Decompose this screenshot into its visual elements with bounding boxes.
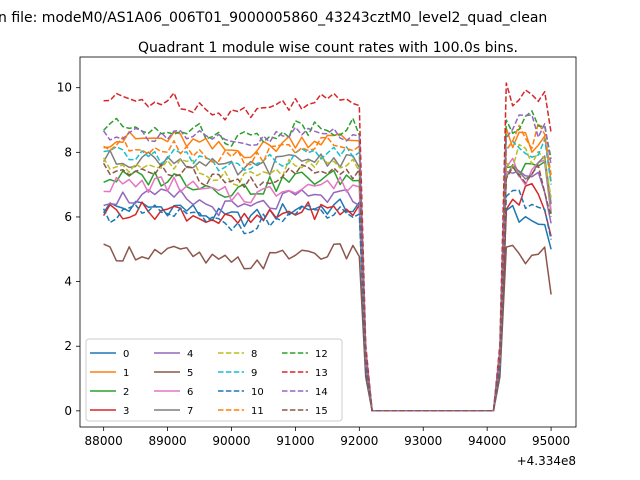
y-tick-label: 4 xyxy=(64,275,72,289)
legend-box xyxy=(85,338,343,422)
legend-label-5: 5 xyxy=(187,368,193,379)
figure-suptitle: n file: modeM0/AS1A06_006T01_9000005860_… xyxy=(0,10,547,26)
series-line-15 xyxy=(102,162,552,412)
series-line-14 xyxy=(102,114,552,412)
legend-label-2: 2 xyxy=(123,387,129,398)
y-tick-label: 6 xyxy=(64,210,72,224)
plot-frame xyxy=(79,56,577,428)
x-tick-label: 88000 xyxy=(85,434,123,448)
series-lines xyxy=(102,82,552,412)
x-tick-label: 92000 xyxy=(340,434,378,448)
x-tick-label: 89000 xyxy=(148,434,186,448)
y-tick-label: 8 xyxy=(64,145,72,159)
y-tick-label: 0 xyxy=(64,404,72,418)
legend-label-11: 11 xyxy=(251,406,264,417)
x-tick-label: 90000 xyxy=(212,434,250,448)
y-tick-label: 2 xyxy=(64,339,72,353)
legend-label-8: 8 xyxy=(251,349,257,360)
x-tick-label: 93000 xyxy=(404,434,442,448)
y-tick-label: 10 xyxy=(57,81,72,95)
chart-title: Quadrant 1 module wise count rates with … xyxy=(138,40,518,56)
legend-label-6: 6 xyxy=(187,387,193,398)
series-line-10 xyxy=(102,189,552,412)
legend-label-3: 3 xyxy=(123,406,129,417)
x-tick-label: 91000 xyxy=(276,434,314,448)
legend-label-7: 7 xyxy=(187,406,193,417)
legend-label-1: 1 xyxy=(123,368,129,379)
legend-label-9: 9 xyxy=(251,368,257,379)
legend-label-0: 0 xyxy=(123,349,129,360)
legend-label-4: 4 xyxy=(187,349,193,360)
x-tick-label: 94000 xyxy=(468,434,506,448)
legend-label-10: 10 xyxy=(251,387,264,398)
axes: 88000 89000 90000 91000 92000 93000 94000 95000… xyxy=(57,56,577,448)
legend-label-15: 15 xyxy=(315,406,328,417)
x-offset-label: +4.334e8 xyxy=(517,454,576,468)
legend-label-14: 14 xyxy=(315,387,328,398)
legend-label-13: 13 xyxy=(315,368,328,379)
legend-label-12: 12 xyxy=(315,349,328,360)
x-tick-label: 95000 xyxy=(532,434,570,448)
